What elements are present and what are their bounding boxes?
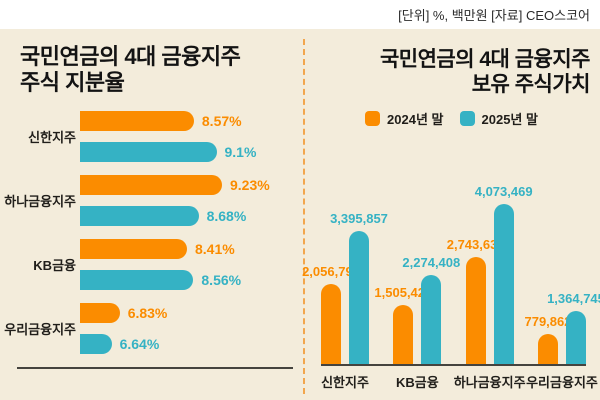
value-label: 9.23% xyxy=(230,176,270,193)
category-label: 하나금융지주 xyxy=(453,375,526,391)
legend-label: 2024년 말 xyxy=(387,112,444,128)
bar-2024 xyxy=(80,174,222,195)
left-chart-panel: 국민연금의 4대 금융지주 주식 지분율 신한지주 8.57% 9.1% 하나금융지주… xyxy=(0,29,303,400)
category-label: 신한지주 xyxy=(321,375,369,391)
bar-2025 xyxy=(80,141,217,162)
bar-2024 xyxy=(80,238,187,259)
bar-pair: 8.41% 8.56% xyxy=(80,238,242,290)
category-label: KB금융 xyxy=(395,375,439,391)
bar-row: 6.83% xyxy=(80,302,168,323)
value-label: 6.64% xyxy=(119,335,160,352)
bar-group: 2,743,633 4,073,469 하나금융지주 xyxy=(447,184,533,390)
category-label: 우리금융지주 xyxy=(526,375,598,391)
bar-pair: 8.57% 9.1% xyxy=(80,110,257,162)
bar-2025 xyxy=(565,310,586,365)
left-title-line2: 주식 지분율 xyxy=(20,70,125,96)
bar-2024 xyxy=(465,256,486,365)
value-label: 6.83% xyxy=(127,304,168,321)
legend-item: 2024년 말 xyxy=(365,109,444,128)
content-area: 국민연금의 4대 금융지주 주식 지분율 신한지주 8.57% 9.1% 하나금융지주… xyxy=(0,29,600,400)
header-bar: [단위] %, 백만원 [자료] CEO스코어 xyxy=(0,0,600,29)
legend-label: 2025년 말 xyxy=(481,112,538,128)
right-title-line1: 국민연금의 4대 금융지주 xyxy=(379,48,591,71)
value-bar-chart: 2,056,793 3,395,857 신한지주 1,505,424 2,274,408… xyxy=(302,184,600,391)
bar-2025 xyxy=(80,333,112,354)
bar-row: 8.57% xyxy=(80,110,256,131)
bar-group: 779,862 1,364,745 우리금융지주 xyxy=(524,186,600,391)
panel-divider xyxy=(303,39,305,394)
legend: 2024년 말 2025년 말 xyxy=(311,109,592,128)
category-label: KB금융 xyxy=(33,257,76,273)
bar-group: 1,505,424 2,274,408 KB금융 xyxy=(374,186,460,390)
category-label: 하나금융지주 xyxy=(4,193,76,209)
bar-group: 2,056,793 3,395,857 신한지주 xyxy=(302,186,388,390)
value-label: 779,862 xyxy=(524,313,572,329)
bar-2024 xyxy=(321,283,341,365)
bar-2024 xyxy=(537,333,558,365)
category-label: 신한지주 xyxy=(28,129,76,145)
value-label: 1,364,745 xyxy=(547,290,600,306)
bar-row: 9.1% xyxy=(80,141,257,162)
value-label: 8.41% xyxy=(195,240,235,257)
value-label: 8.68% xyxy=(206,207,247,224)
bar-group: 우리금융지주 6.83% 6.64% xyxy=(0,302,303,354)
value-label: 9.1% xyxy=(224,143,257,160)
value-label: 4,073,469 xyxy=(474,184,533,200)
bar-pair: 6.83% 6.64% xyxy=(80,302,168,354)
ownership-bar-chart: 신한지주 8.57% 9.1% 하나금융지주 9.23% 8.68% KB금융 8.41% 8.… xyxy=(0,110,303,354)
left-chart-title: 국민연금의 4대 금융지주 주식 지분율 xyxy=(20,44,303,97)
right-chart-title: 국민연금의 4대 금융지주 보유 주식가치 xyxy=(311,47,592,97)
value-label: 8.57% xyxy=(201,112,242,129)
category-label: 우리금융지주 xyxy=(4,321,76,337)
bar-2025 xyxy=(349,230,369,365)
bar-group: 하나금융지주 9.23% 8.68% xyxy=(0,174,303,226)
left-x-axis-line xyxy=(17,366,293,369)
bar-2025 xyxy=(421,274,442,365)
legend-swatch xyxy=(459,111,475,127)
bar-row: 8.41% xyxy=(80,238,241,259)
bar-2024 xyxy=(393,305,414,365)
bar-row: 8.56% xyxy=(80,269,242,290)
bar-2025 xyxy=(80,205,199,226)
bar-2024 xyxy=(80,302,120,323)
legend-item: 2025년 말 xyxy=(459,109,538,128)
bar-group: KB금융 8.41% 8.56% xyxy=(0,238,303,290)
bar-pair: 9.23% 8.68% xyxy=(80,174,270,226)
value-label: 2,743,633 xyxy=(446,236,505,252)
bar-2025 xyxy=(80,269,194,290)
bar-group: 신한지주 8.57% 9.1% xyxy=(0,110,303,162)
right-title-line2: 보유 주식가치 xyxy=(471,73,591,97)
value-label: 3,395,857 xyxy=(330,210,388,226)
legend-swatch xyxy=(365,111,381,127)
bar-row: 9.23% xyxy=(80,174,270,195)
value-label: 2,274,408 xyxy=(402,254,461,270)
right-chart-panel: 국민연금의 4대 금융지주 보유 주식가치 2024년 말 2025년 말 2,0… xyxy=(302,29,600,400)
unit-source-note: [단위] %, 백만원 [자료] CEO스코어 xyxy=(398,8,590,23)
bar-2025 xyxy=(493,204,514,365)
bar-row: 8.68% xyxy=(80,205,270,226)
bar-row: 6.64% xyxy=(80,333,167,354)
value-label: 8.56% xyxy=(201,271,242,288)
value-label: 1,505,424 xyxy=(374,285,433,301)
bar-2024 xyxy=(80,110,194,131)
left-title-line1: 국민연금의 4대 금융지주 xyxy=(20,44,241,69)
value-label: 2,056,793 xyxy=(302,263,360,279)
